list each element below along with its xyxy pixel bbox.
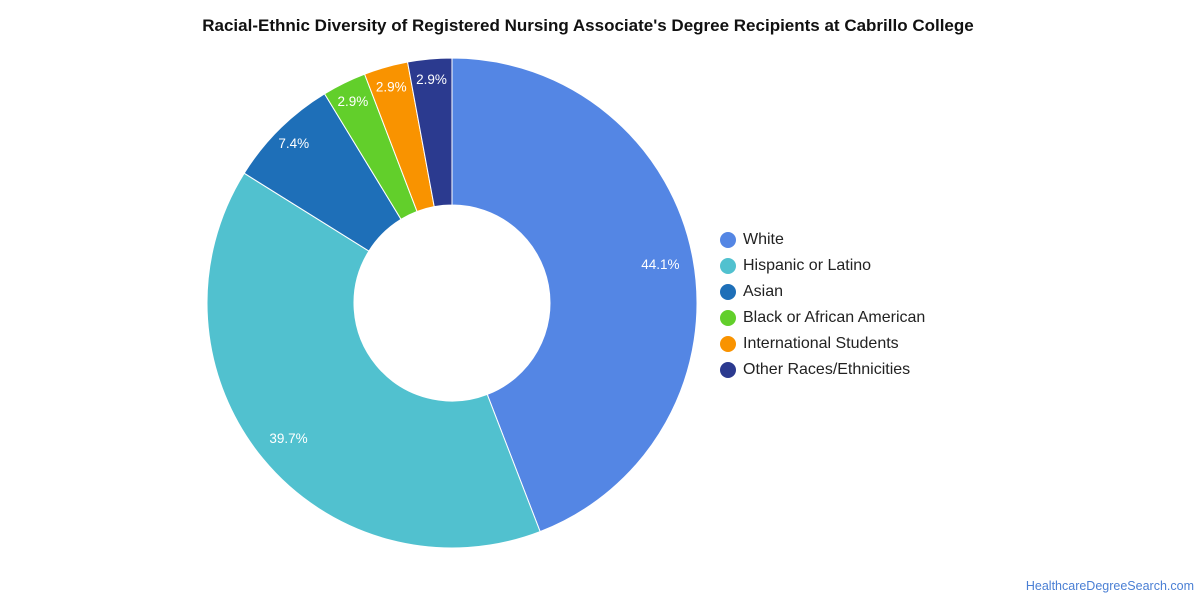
- slice-data-label: 2.9%: [416, 72, 447, 87]
- donut-slices: [206, 57, 698, 549]
- legend-item[interactable]: Other Races/Ethnicities: [720, 357, 925, 383]
- legend-swatch-icon: [720, 336, 736, 352]
- slice-white[interactable]: [451, 57, 698, 533]
- legend-item[interactable]: Asian: [720, 279, 925, 305]
- slice-labels: 44.1% 39.7% 7.4% 2.9% 2.9% 2.9%: [269, 72, 679, 446]
- legend-label: Black or African American: [743, 309, 926, 326]
- slice-data-label: 7.4%: [278, 136, 309, 151]
- legend-label: Hispanic or Latino: [743, 257, 872, 274]
- chart-legend: White Hispanic or Latino Asian Black or Afr…: [720, 227, 925, 383]
- legend-swatch-icon: [720, 258, 736, 274]
- legend-item[interactable]: Black or African American: [720, 305, 925, 331]
- legend-item[interactable]: Hispanic or Latino: [720, 253, 925, 279]
- legend-item[interactable]: White: [720, 227, 925, 253]
- chart-title: Racial-Ethnic Diversity of Registered Nu…: [202, 16, 974, 35]
- legend-swatch-icon: [720, 362, 736, 378]
- slice-data-label: 39.7%: [269, 431, 307, 446]
- legend-label: White: [743, 231, 784, 248]
- legend-label: International Students: [743, 335, 899, 352]
- legend-item[interactable]: International Students: [720, 331, 925, 357]
- source-link[interactable]: HealthcareDegreeSearch.com: [1025, 579, 1194, 593]
- slice-hispanic-or-latino[interactable]: [206, 172, 541, 549]
- slice-data-label: 44.1%: [641, 257, 679, 272]
- legend-label: Asian: [743, 283, 784, 300]
- legend-swatch-icon: [720, 284, 736, 300]
- slice-other-races-ethnicities[interactable]: [406, 57, 453, 208]
- legend-swatch-icon: [720, 232, 736, 248]
- slice-data-label: 2.9%: [338, 94, 369, 109]
- legend-label: Other Races/Ethnicities: [743, 361, 911, 378]
- legend-swatch-icon: [720, 310, 736, 326]
- slice-data-label: 2.9%: [376, 79, 407, 94]
